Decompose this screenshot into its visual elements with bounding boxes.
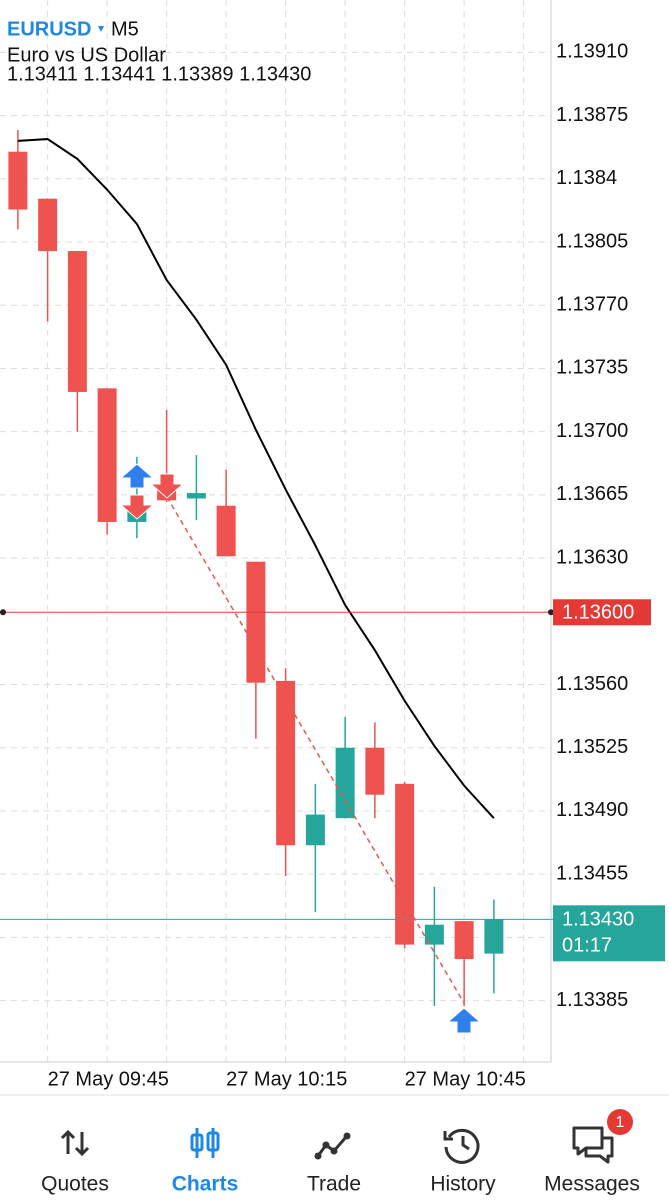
candle-body xyxy=(395,783,415,945)
candle-body xyxy=(365,747,385,795)
candle-body xyxy=(186,493,206,499)
y-tick-label: 1.13735 xyxy=(556,357,628,379)
moving-average xyxy=(17,138,495,819)
bid-price-box xyxy=(553,599,651,626)
nav-messages[interactable]: 1 Messages xyxy=(544,1109,640,1196)
candle-body xyxy=(246,561,266,683)
bid-line-dot xyxy=(548,609,554,616)
candle-body xyxy=(454,921,474,960)
trade-line xyxy=(166,496,465,1004)
nav-label[interactable]: Charts xyxy=(172,1173,239,1196)
y-tick-label: 1.13770 xyxy=(556,294,628,316)
timeframe[interactable]: M5 xyxy=(111,18,139,40)
candle-body xyxy=(276,680,296,846)
candle-body xyxy=(38,198,58,252)
candle-body xyxy=(484,919,504,954)
nav-label[interactable]: Quotes xyxy=(41,1173,109,1196)
x-tick-label: 27 May 09:45 xyxy=(48,1068,169,1090)
nav-trade[interactable]: Trade xyxy=(307,1132,361,1196)
nav-history[interactable]: History xyxy=(430,1128,496,1196)
plot-area xyxy=(0,0,551,1062)
y-tick-label: 1.13525 xyxy=(556,736,628,758)
bid-line-dot xyxy=(0,609,6,616)
y-tick-label: 1.13665 xyxy=(556,483,628,505)
nav-label[interactable]: Trade xyxy=(307,1173,361,1196)
ohlc: 1.13411 1.13441 1.13389 1.13430 xyxy=(7,63,311,85)
symbol[interactable]: EURUSD xyxy=(7,18,91,40)
nav-bar xyxy=(0,1095,669,1200)
x-tick-label: 27 May 10:15 xyxy=(226,1068,347,1090)
candle-body xyxy=(305,814,325,846)
y-tick-label: 1.13630 xyxy=(556,546,628,568)
y-tick-label: 1.13805 xyxy=(556,230,628,252)
symbol-dropdown-icon[interactable] xyxy=(98,26,104,32)
nav-label[interactable]: History xyxy=(430,1173,496,1196)
y-tick-label: 1.13875 xyxy=(556,104,628,126)
y-tick-label: 1.13560 xyxy=(556,673,628,695)
bid-price-label: 1.13600 xyxy=(562,602,634,624)
x-tick-label: 27 May 10:45 xyxy=(405,1068,526,1090)
trade-markers xyxy=(119,463,482,1034)
candle-body xyxy=(97,388,117,522)
y-tick-label: 1.13385 xyxy=(556,989,628,1011)
candle-body xyxy=(8,151,28,210)
current-price-box xyxy=(553,905,665,962)
y-tick-label: 1.1384 xyxy=(556,167,617,189)
nav-quotes[interactable]: Quotes xyxy=(41,1129,109,1196)
nav-badge: 1 xyxy=(616,1114,625,1131)
candle-body xyxy=(67,251,87,392)
candle-body xyxy=(216,505,236,557)
nav-label[interactable]: Messages xyxy=(544,1173,640,1196)
bar-timer: 01:17 xyxy=(562,935,612,957)
description: Euro vs US Dollar xyxy=(7,44,166,66)
y-tick-label: 1.13455 xyxy=(556,862,628,884)
candle-body xyxy=(335,747,355,819)
y-tick-label: 1.13700 xyxy=(556,420,628,442)
y-tick-label: 1.13910 xyxy=(556,41,628,63)
nav-charts[interactable]: Charts xyxy=(172,1128,239,1196)
current-price-label: 1.13430 xyxy=(562,909,634,931)
y-tick-label: 1.13490 xyxy=(556,799,628,821)
candle-body xyxy=(424,924,444,945)
